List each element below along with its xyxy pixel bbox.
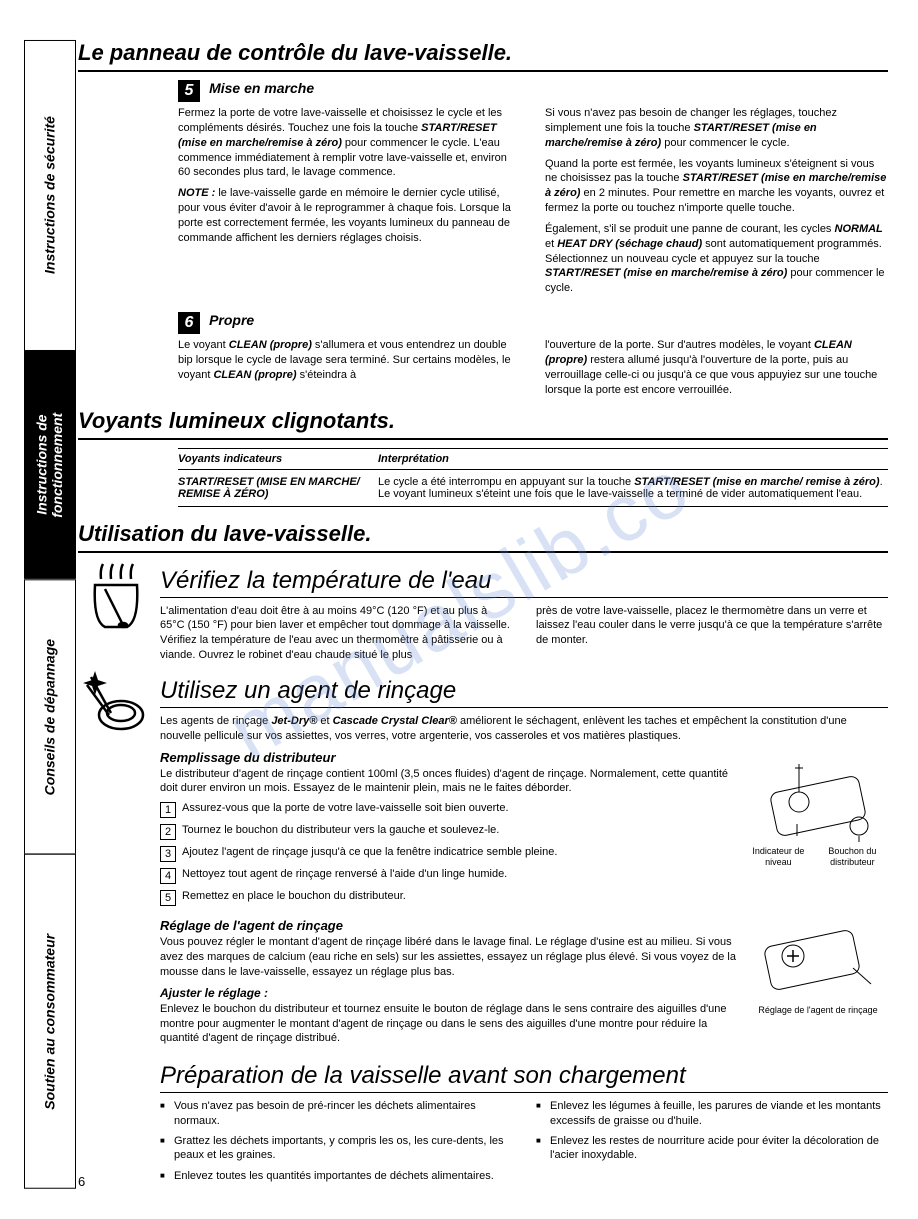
step-5-title: Mise en marche <box>209 80 314 96</box>
section-prep: Préparation de la vaisselle avant son ch… <box>78 1056 888 1188</box>
heading-blinking-lights: Voyants lumineux clignotants. <box>78 408 888 440</box>
step-5-right-p1: Si vous n'avez pas besoin de changer les… <box>545 106 888 151</box>
step-5-left: Fermez la porte de votre lave-vaisselle … <box>178 106 521 302</box>
prep-title: Préparation de la vaisselle avant son ch… <box>160 1062 888 1093</box>
page-number: 6 <box>78 1174 85 1189</box>
adjust-title: Ajuster le réglage : <box>160 986 736 1000</box>
adjust-body: Enlevez le bouchon du distributeur et to… <box>160 1002 736 1047</box>
step-5-number: 5 <box>178 80 200 102</box>
step-5: 5 Mise en marche Fermez la porte de votr… <box>178 80 888 302</box>
filling-title: Remplissage du distributeur <box>160 750 736 765</box>
tab-safety: Instructions de sécurité <box>24 40 76 351</box>
step-5-right: Si vous n'avez pas besoin de changer les… <box>545 106 888 302</box>
prep-right-list: Enlevez les légumes à feuille, les parur… <box>536 1099 888 1162</box>
heading-control-panel: Le panneau de contrôle du lave-vaisselle… <box>78 40 888 72</box>
table-row1-c2: Le cycle a été interrompu en appuyant su… <box>378 476 888 500</box>
step-3: Ajoutez l'agent de rinçage jusqu'à ce qu… <box>182 846 557 858</box>
filling-steps: 1Assurez-vous que la porte de votre lave… <box>160 802 736 906</box>
prep-left-2: Grattez les déchets importants, y compri… <box>160 1134 512 1163</box>
table-row1-c1: START/RESET (MISE EN MARCHE/ REMISE À ZÉ… <box>178 476 378 500</box>
dispenser-diagram-1: Indicateur de niveau Bouchon du distribu… <box>748 744 888 913</box>
cup-icon <box>78 561 150 663</box>
setting-title: Réglage de l'agent de rinçage <box>160 918 736 933</box>
table-head-2: Interprétation <box>378 453 888 465</box>
step-2: Tournez le bouchon du distributeur vers … <box>182 824 499 836</box>
step-1: Assurez-vous que la porte de votre lave-… <box>182 802 509 814</box>
prep-right-2: Enlevez les restes de nourriture acide p… <box>536 1134 888 1163</box>
rinse-intro: Les agents de rinçage Jet-Dry® et Cascad… <box>160 714 888 744</box>
temp-right: près de votre lave-vaisselle, placez le … <box>536 604 888 663</box>
indicator-table: Voyants indicateurs Interprétation START… <box>178 448 888 507</box>
temp-left: L'alimentation d'eau doit être à au moin… <box>160 604 512 663</box>
temp-title: Vérifiez la température de l'eau <box>160 567 888 598</box>
sparkle-dish-icon <box>78 671 150 1046</box>
diagram2-label: Réglage de l'agent de rinçage <box>748 1005 888 1016</box>
section-rinse: Utilisez un agent de rinçage Les agents … <box>78 671 888 1046</box>
side-tabs: Instructions de sécurité Instructions de… <box>24 40 76 1189</box>
prep-left-3: Enlevez toutes les quantités importantes… <box>160 1169 512 1183</box>
diagram1-label2: Bouchon du distributeur <box>817 846 888 868</box>
table-head-1: Voyants indicateurs <box>178 453 378 465</box>
tab-troubleshooting: Conseils de dépannage <box>24 579 76 854</box>
step-5-left-p1: Fermez la porte de votre lave-vaisselle … <box>178 106 521 180</box>
step-6-right: l'ouverture de la porte. Sur d'autres mo… <box>545 338 888 397</box>
prep-right-1: Enlevez les légumes à feuille, les parur… <box>536 1099 888 1128</box>
prep-left-1: Vous n'avez pas besoin de pré-rincer les… <box>160 1099 512 1128</box>
diagram1-label1: Indicateur de niveau <box>748 846 809 868</box>
prep-left-list: Vous n'avez pas besoin de pré-rincer les… <box>160 1099 512 1182</box>
step-4: Nettoyez tout agent de rinçage renversé … <box>182 868 507 880</box>
step-5-left-p2: NOTE : le lave-vaisselle garde en mémoir… <box>178 186 521 245</box>
setting-body: Vous pouvez régler le montant d'agent de… <box>160 935 736 980</box>
filling-intro: Le distributeur d'agent de rinçage conti… <box>160 767 736 797</box>
step-6-left: Le voyant CLEAN (propre) s'allumera et v… <box>178 338 521 397</box>
dispenser-diagram-2: Réglage de l'agent de rinçage <box>748 912 888 1046</box>
step-5-right-p3: Également, s'il se produit une panne de … <box>545 222 888 296</box>
step-5-text: Remettez en place le bouchon du distribu… <box>182 890 406 902</box>
tab-operation: Instructions de fonctionnement <box>24 351 76 579</box>
heading-using-dishwasher: Utilisation du lave-vaisselle. <box>78 521 888 553</box>
tab-consumer: Soutien au consommateur <box>24 854 76 1189</box>
rinse-title: Utilisez un agent de rinçage <box>160 677 888 708</box>
section-temperature: Vérifiez la température de l'eau L'alime… <box>78 561 888 663</box>
step-6-title: Propre <box>209 312 254 328</box>
step-6: 6 Propre Le voyant CLEAN (propre) s'allu… <box>178 312 888 397</box>
step-6-number: 6 <box>178 312 200 334</box>
step-5-right-p2: Quand la porte est fermée, les voyants l… <box>545 157 888 216</box>
